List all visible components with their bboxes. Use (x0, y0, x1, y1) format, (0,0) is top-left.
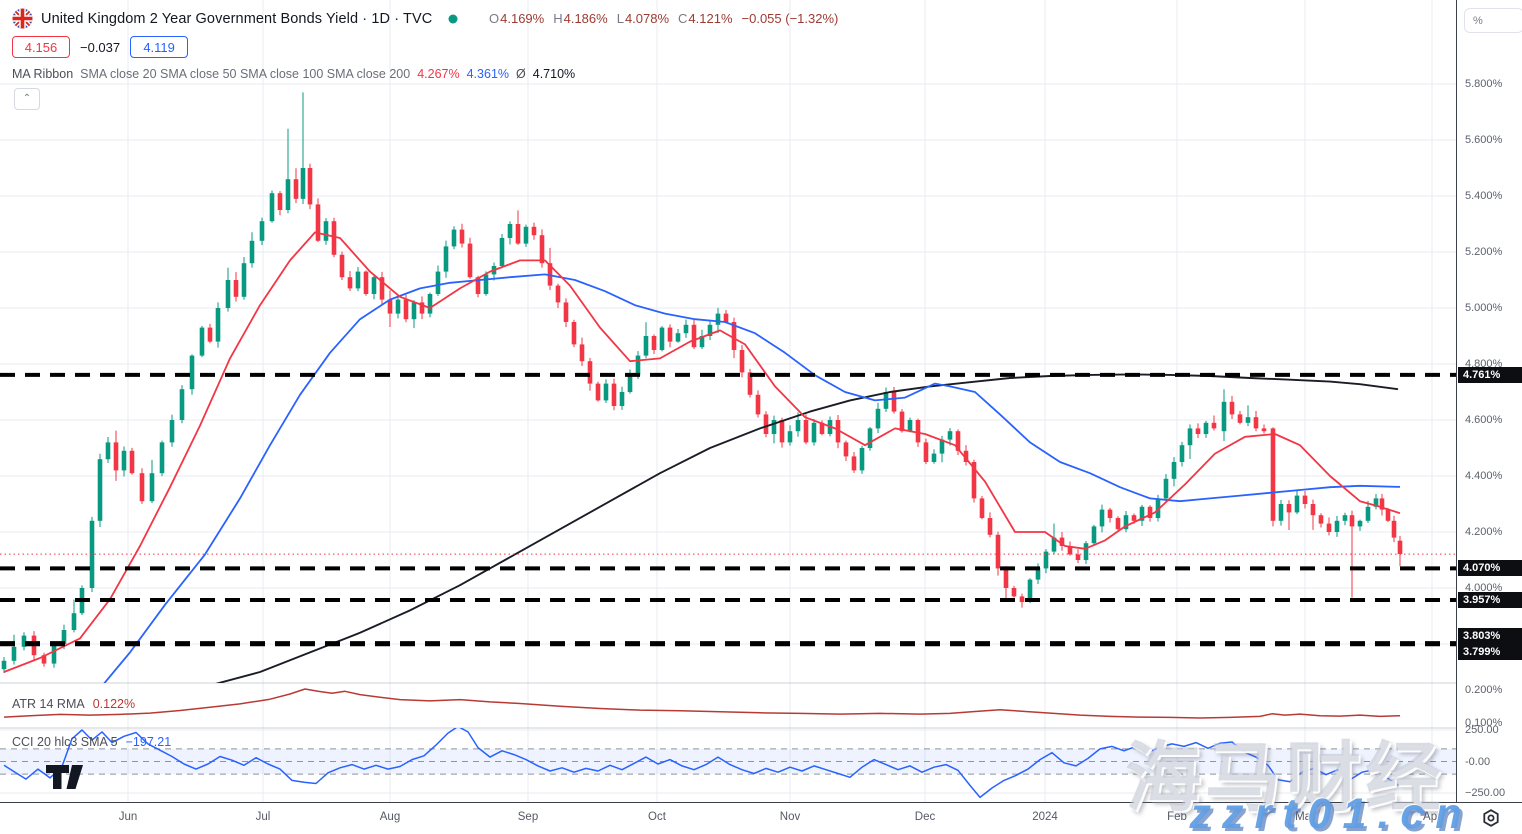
cci-tick-label: -0.00 (1465, 755, 1491, 768)
time-tick-label: Aug (379, 811, 401, 823)
sma200-value: 4.710% (532, 67, 576, 81)
indicator-name: MA Ribbon (12, 67, 74, 81)
cci-tick-label: 250.00 (1465, 724, 1499, 736)
level-badge: 4.070% (1458, 560, 1522, 577)
price-tick-label: 4.000% (1465, 582, 1503, 594)
price-tick-label: 5.200% (1465, 246, 1503, 258)
price-tick-label: 5.000% (1465, 302, 1503, 314)
price-tick-label: 5.800% (1465, 78, 1503, 90)
cci-tick-label: −250.00 (1465, 787, 1506, 799)
watermark-url: zzrt01.cn (1189, 790, 1473, 834)
time-tick-label: Feb (1167, 811, 1187, 823)
indicator-params: SMA close 20 SMA close 50 SMA close 100 … (80, 67, 411, 81)
buy-button[interactable]: 4.119 (130, 36, 189, 58)
ohlc-close: C4.121% (678, 11, 733, 26)
time-tick-label: Nov (779, 811, 801, 823)
ohlc-low: L4.078% (616, 11, 670, 26)
time-axis[interactable]: Jun Jul Aug Sep Oct Nov Dec 2024 Feb Mar Apr (0, 802, 1522, 834)
time-tick-label: Oct (648, 811, 666, 823)
time-tick-label: Dec (914, 811, 936, 823)
tradingview-logo[interactable] (45, 764, 91, 795)
sma100-value: Ø (516, 67, 526, 81)
spread-value: −0.037 (80, 39, 121, 55)
level-badge: 3.803% (1458, 628, 1522, 645)
atr-value: 0.122% (92, 697, 136, 711)
atr-tick-label: 0.100% (1465, 717, 1503, 729)
ohlc-strip: O4.169% H4.186% L4.078% C4.121% −0.055 (… (489, 11, 838, 26)
sell-button[interactable]: 4.156 (12, 36, 70, 58)
time-tick-label: Mar (1295, 811, 1315, 823)
gear-icon (1483, 809, 1499, 827)
level-badge: 3.799% (1458, 644, 1522, 661)
ohlc-open: O4.169% (489, 11, 545, 26)
price-tick-label: 4.400% (1465, 470, 1503, 482)
price-tick-label: 5.600% (1465, 134, 1503, 146)
time-tick-label: Apr (1423, 811, 1441, 823)
time-tick-label: Sep (517, 811, 539, 823)
sma50-value: 4.361% (466, 67, 510, 81)
ohlc-high: H4.186% (553, 11, 608, 26)
sma20-value: 4.267% (417, 67, 460, 81)
ma-ribbon-legend[interactable]: MA Ribbon SMA close 20 SMA close 50 SMA … (12, 67, 575, 81)
price-tick-label: 4.600% (1465, 414, 1503, 426)
time-tick-label: 2024 (1032, 811, 1058, 823)
collapse-panel-button[interactable]: ⌃ (14, 88, 40, 110)
price-unit-button[interactable]: % (1464, 8, 1522, 33)
cci-label: CCI 20 hlc3 SMA 5 (12, 735, 118, 749)
ohlc-change: −0.055 (−1.32%) (741, 11, 839, 26)
time-tick-label: Jun (118, 811, 138, 823)
chevron-up-icon: ⌃ (22, 93, 32, 104)
price-tick-label: 5.400% (1465, 190, 1503, 202)
symbol-title[interactable]: United Kingdom 2 Year Government Bonds Y… (41, 10, 433, 27)
timezone-settings-button[interactable] (1481, 808, 1501, 828)
price-axis[interactable]: 5.800% 5.600% 5.400% 5.200% 5.000% 4.800% 4.60… (1456, 0, 1522, 802)
level-badge: 3.957% (1458, 592, 1522, 609)
level-badge: 4.761% (1458, 366, 1522, 383)
atr-label: ATR 14 RMA (12, 697, 85, 711)
price-tick-label: 4.200% (1465, 526, 1503, 538)
time-tick-label: Jul (255, 811, 271, 823)
watermark-cjk: 海马财经 (1125, 736, 1445, 821)
symbol-header: United Kingdom 2 Year Government Bonds Y… (12, 8, 458, 29)
market-open-dot-icon (448, 14, 458, 23)
tradingview-logo-icon (46, 765, 83, 789)
cci-legend[interactable]: CCI 20 hlc3 SMA 5 −197.21 (12, 735, 171, 749)
trade-buttons: 4.156 −0.037 4.119 (12, 36, 189, 58)
atr-tick-label: 0.200% (1465, 684, 1503, 696)
atr-legend[interactable]: ATR 14 RMA 0.122% (12, 697, 135, 711)
uk-flag-icon (12, 8, 33, 29)
cci-value: −197.21 (125, 735, 172, 749)
